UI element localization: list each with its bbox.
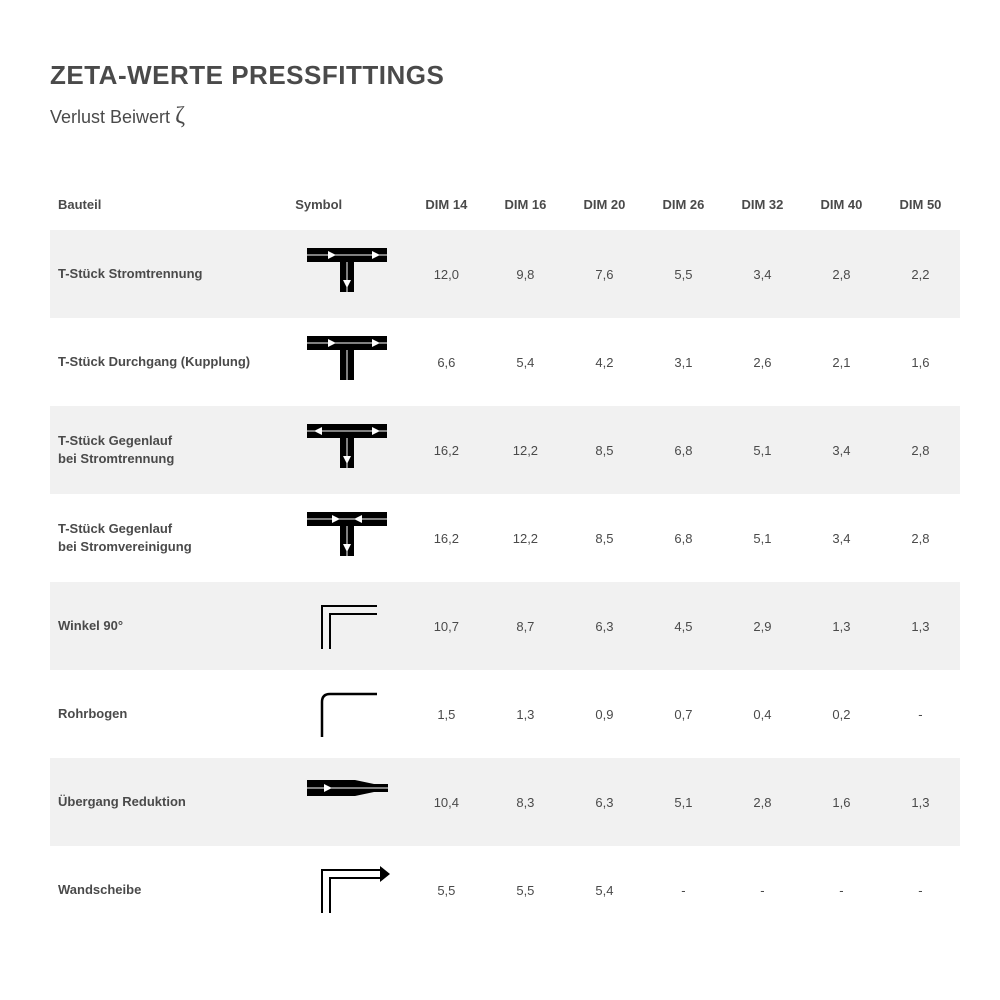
- table-row: T-Stück Gegenlaufbei Stromtrennung 16,212…: [50, 406, 960, 494]
- page-title: ZETA-WERTE PRESSFITTINGS: [50, 60, 960, 91]
- cell-d50: 2,8: [881, 494, 960, 582]
- cell-d32: 0,4: [723, 670, 802, 758]
- cell-d16: 12,2: [486, 494, 565, 582]
- cell-d50: 1,3: [881, 582, 960, 670]
- cell-d50: 1,6: [881, 318, 960, 406]
- cell-d32: 2,8: [723, 758, 802, 846]
- cell-d14: 16,2: [407, 406, 486, 494]
- t-through-icon: [287, 318, 407, 406]
- cell-d50: 1,3: [881, 758, 960, 846]
- cell-d32: 3,4: [723, 230, 802, 318]
- col-dim32: DIM 32: [723, 185, 802, 230]
- angle90-icon: [287, 582, 407, 670]
- cell-d50: -: [881, 846, 960, 934]
- cell-d40: -: [802, 846, 881, 934]
- table-row: T-Stück Stromtrennung 12,09,87,65,53,42,8…: [50, 230, 960, 318]
- cell-d26: 5,5: [644, 230, 723, 318]
- cell-d26: 4,5: [644, 582, 723, 670]
- col-dim14: DIM 14: [407, 185, 486, 230]
- cell-d32: 2,6: [723, 318, 802, 406]
- row-name: T-Stück Gegenlaufbei Stromvereinigung: [50, 494, 287, 582]
- cell-d26: 6,8: [644, 406, 723, 494]
- table-body: T-Stück Stromtrennung12,09,87,65,53,42,8…: [50, 230, 960, 934]
- cell-d26: 3,1: [644, 318, 723, 406]
- subtitle-text: Verlust Beiwert: [50, 107, 175, 127]
- cell-d40: 1,3: [802, 582, 881, 670]
- cell-d32: 2,9: [723, 582, 802, 670]
- cell-d20: 7,6: [565, 230, 644, 318]
- row-name: Übergang Reduktion: [50, 758, 287, 846]
- zeta-symbol: ζ: [175, 103, 185, 129]
- cell-d16: 12,2: [486, 406, 565, 494]
- cell-d14: 10,4: [407, 758, 486, 846]
- page-subtitle: Verlust Beiwert ζ: [50, 103, 960, 130]
- cell-d40: 3,4: [802, 406, 881, 494]
- cell-d20: 4,2: [565, 318, 644, 406]
- cell-d20: 6,3: [565, 758, 644, 846]
- cell-d50: 2,2: [881, 230, 960, 318]
- t-counter-merge-icon: [287, 494, 407, 582]
- cell-d26: 0,7: [644, 670, 723, 758]
- cell-d16: 8,3: [486, 758, 565, 846]
- cell-d14: 12,0: [407, 230, 486, 318]
- cell-d50: 2,8: [881, 406, 960, 494]
- table-row: T-Stück Gegenlaufbei Stromvereinigung 16,…: [50, 494, 960, 582]
- table-row: Wandscheibe5,55,55,4----: [50, 846, 960, 934]
- cell-d14: 1,5: [407, 670, 486, 758]
- col-dim26: DIM 26: [644, 185, 723, 230]
- table-row: Übergang Reduktion 10,48,36,35,12,81,61,3: [50, 758, 960, 846]
- table-row: T-Stück Durchgang (Kupplung) 6,65,44,23,1…: [50, 318, 960, 406]
- row-name: Wandscheibe: [50, 846, 287, 934]
- row-name: Winkel 90°: [50, 582, 287, 670]
- cell-d20: 6,3: [565, 582, 644, 670]
- cell-d16: 5,4: [486, 318, 565, 406]
- t-split-icon: [287, 230, 407, 318]
- cell-d16: 1,3: [486, 670, 565, 758]
- row-name: T-Stück Durchgang (Kupplung): [50, 318, 287, 406]
- cell-d16: 8,7: [486, 582, 565, 670]
- col-bauteil: Bauteil: [50, 185, 287, 230]
- cell-d40: 1,6: [802, 758, 881, 846]
- reduction-icon: [287, 758, 407, 846]
- table-row: Winkel 90°10,78,76,34,52,91,31,3: [50, 582, 960, 670]
- cell-d26: 6,8: [644, 494, 723, 582]
- cell-d14: 10,7: [407, 582, 486, 670]
- header-row: Bauteil Symbol DIM 14 DIM 16 DIM 20 DIM …: [50, 185, 960, 230]
- wall-icon: [287, 846, 407, 934]
- cell-d40: 3,4: [802, 494, 881, 582]
- row-name: Rohrbogen: [50, 670, 287, 758]
- col-dim50: DIM 50: [881, 185, 960, 230]
- cell-d32: 5,1: [723, 406, 802, 494]
- cell-d26: 5,1: [644, 758, 723, 846]
- cell-d16: 5,5: [486, 846, 565, 934]
- bend-icon: [287, 670, 407, 758]
- row-name: T-Stück Gegenlaufbei Stromtrennung: [50, 406, 287, 494]
- col-dim16: DIM 16: [486, 185, 565, 230]
- cell-d16: 9,8: [486, 230, 565, 318]
- cell-d20: 0,9: [565, 670, 644, 758]
- row-name: T-Stück Stromtrennung: [50, 230, 287, 318]
- cell-d32: 5,1: [723, 494, 802, 582]
- cell-d14: 5,5: [407, 846, 486, 934]
- table-row: Rohrbogen 1,51,30,90,70,40,2-: [50, 670, 960, 758]
- cell-d40: 2,8: [802, 230, 881, 318]
- cell-d20: 8,5: [565, 406, 644, 494]
- zeta-table: Bauteil Symbol DIM 14 DIM 16 DIM 20 DIM …: [50, 185, 960, 934]
- col-dim20: DIM 20: [565, 185, 644, 230]
- cell-d20: 8,5: [565, 494, 644, 582]
- cell-d40: 0,2: [802, 670, 881, 758]
- cell-d20: 5,4: [565, 846, 644, 934]
- cell-d14: 6,6: [407, 318, 486, 406]
- cell-d32: -: [723, 846, 802, 934]
- t-counter-split-icon: [287, 406, 407, 494]
- col-dim40: DIM 40: [802, 185, 881, 230]
- cell-d26: -: [644, 846, 723, 934]
- cell-d14: 16,2: [407, 494, 486, 582]
- col-symbol: Symbol: [287, 185, 407, 230]
- cell-d40: 2,1: [802, 318, 881, 406]
- cell-d50: -: [881, 670, 960, 758]
